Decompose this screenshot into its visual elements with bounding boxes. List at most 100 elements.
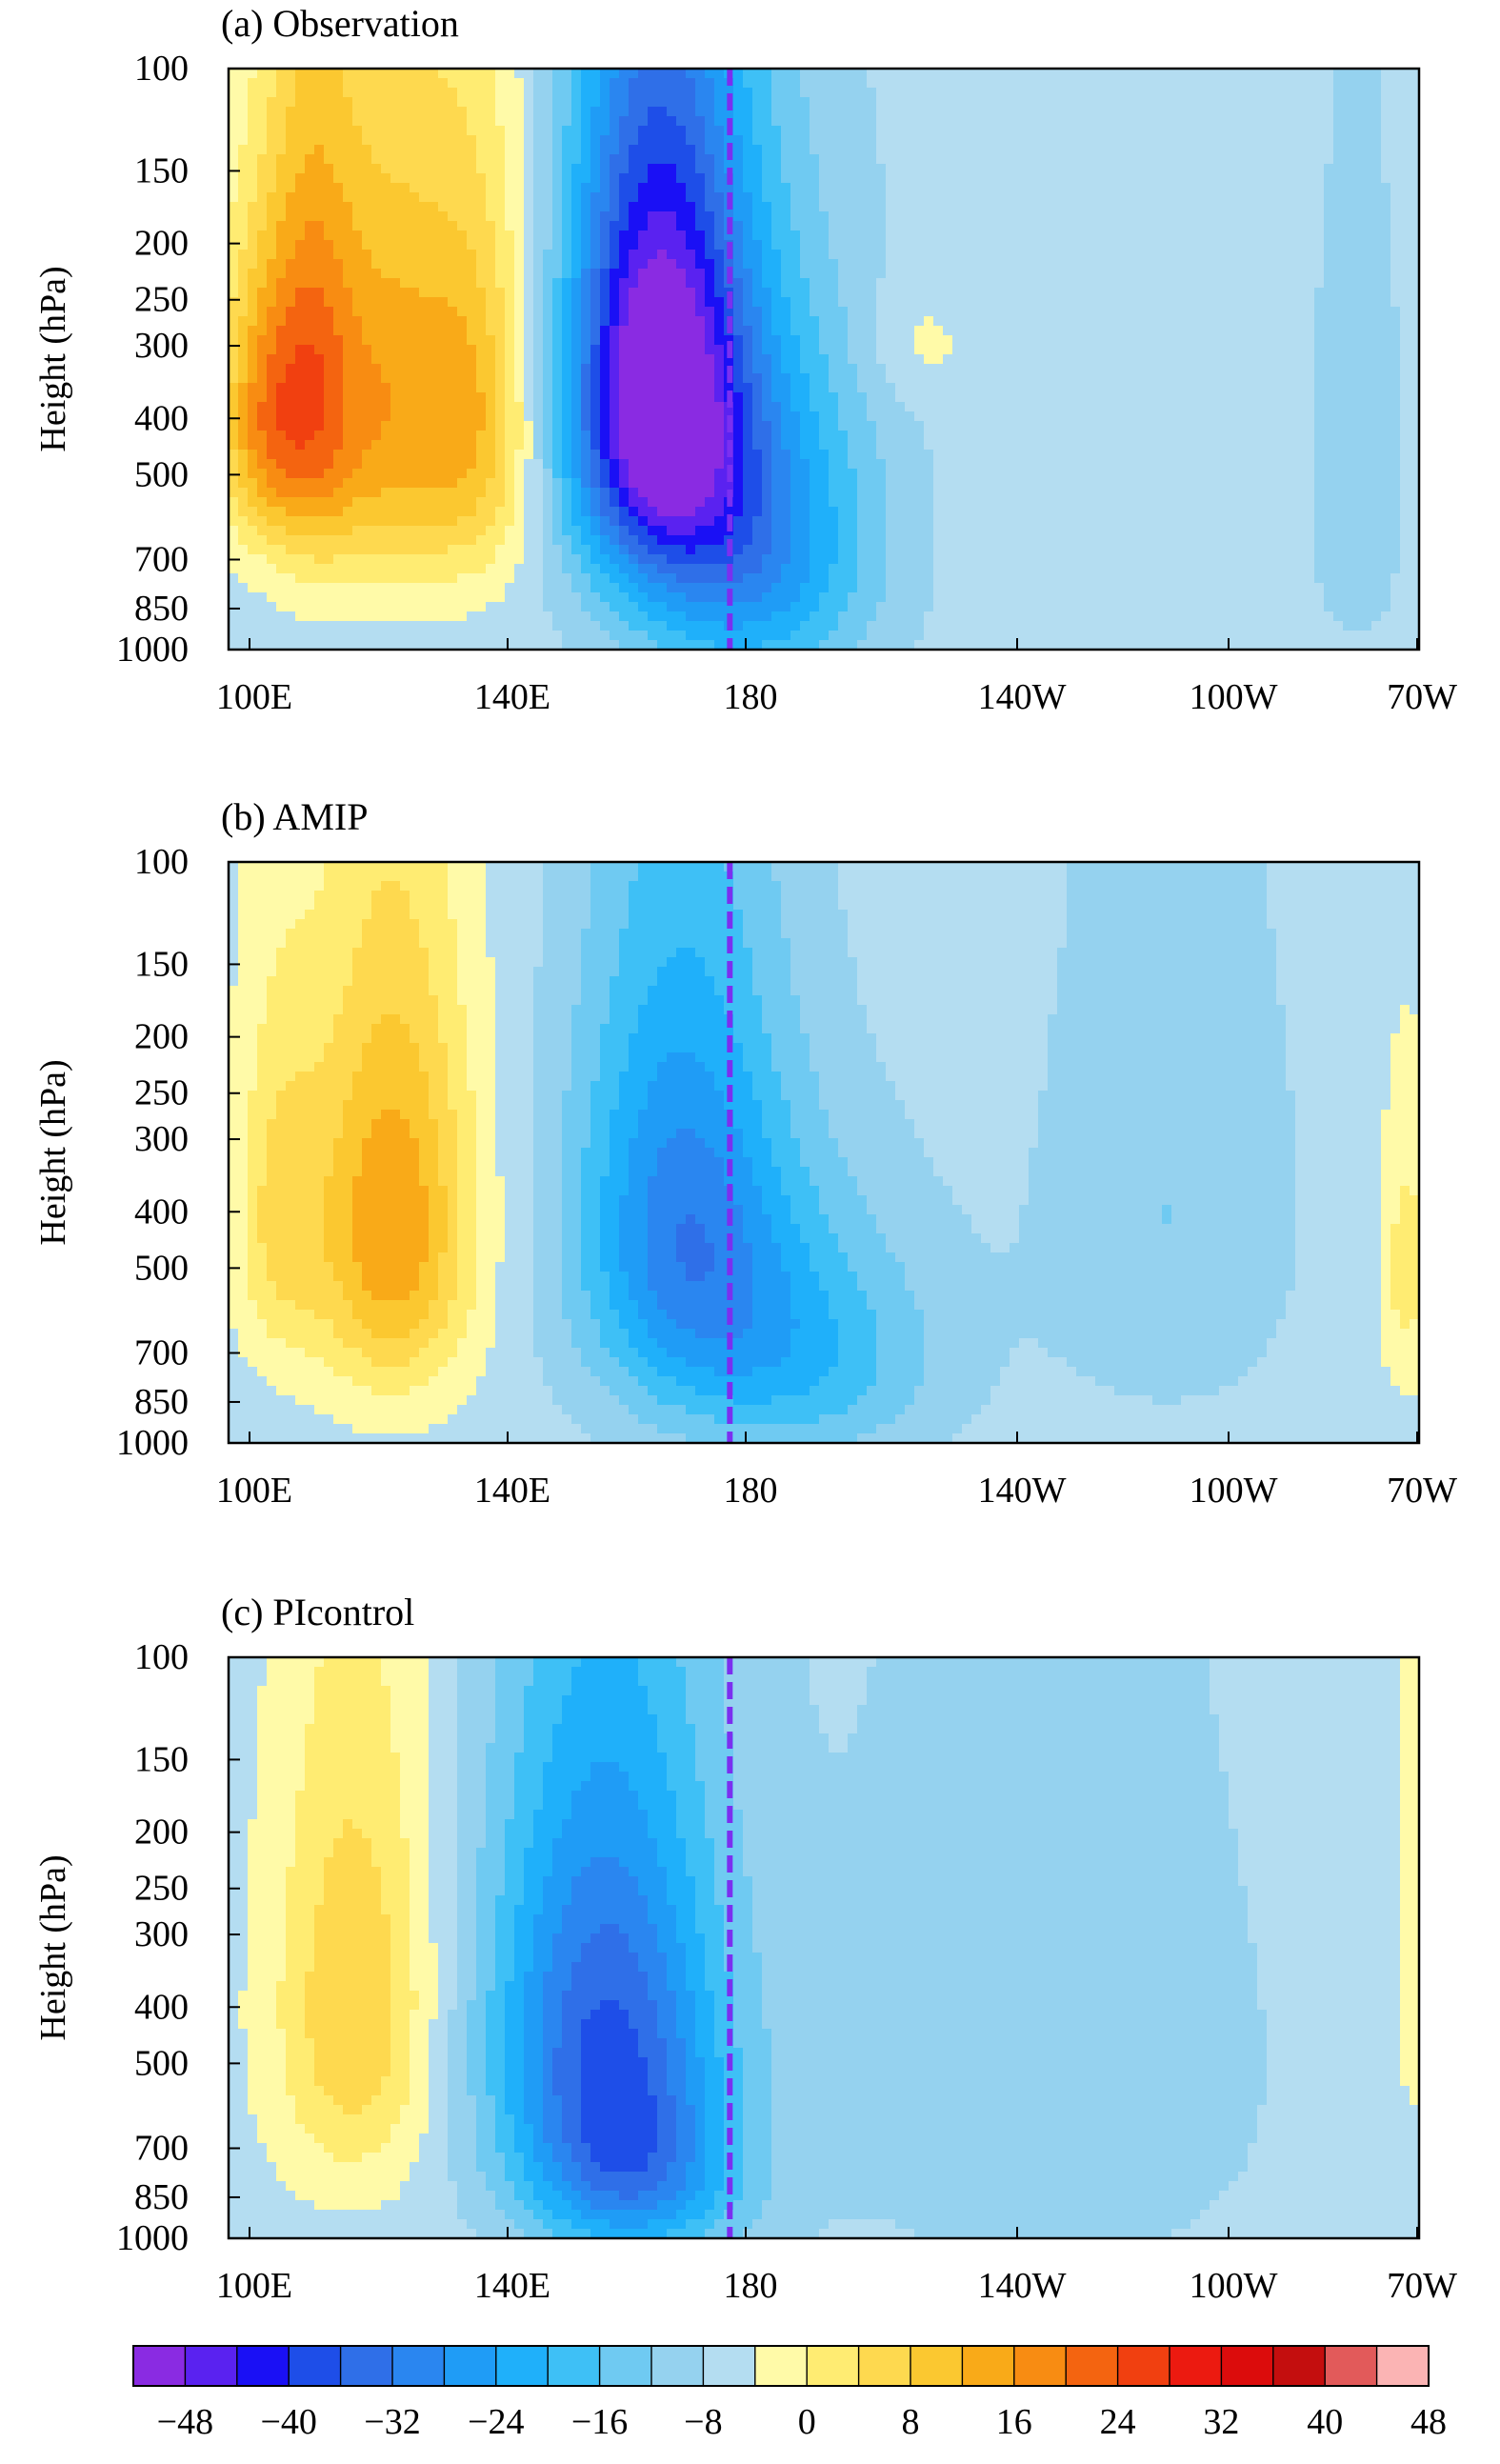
- field-cell: [705, 373, 715, 384]
- field-cell: [362, 373, 372, 384]
- field-cell: [1038, 383, 1049, 393]
- field-cell: [1162, 192, 1172, 203]
- field-cell: [343, 88, 353, 98]
- field-cell: [581, 107, 591, 117]
- field-cell: [248, 373, 258, 384]
- field-cell: [876, 288, 887, 298]
- field-cell: [267, 440, 277, 451]
- field-cell: [1276, 240, 1287, 250]
- field-cell: [1171, 411, 1182, 422]
- field-cell: [571, 240, 582, 250]
- field-cell: [381, 69, 391, 79]
- field-cell: [733, 383, 744, 393]
- field-cell: [714, 192, 725, 203]
- field-cell: [238, 259, 249, 270]
- field-cell: [1067, 307, 1077, 317]
- field-cell: [562, 345, 572, 355]
- field-cell: [448, 402, 458, 412]
- field-cell: [781, 345, 791, 355]
- field-cell: [476, 288, 487, 298]
- field-cell: [371, 269, 382, 279]
- field-cell: [1362, 288, 1372, 298]
- field-cell: [562, 135, 572, 146]
- field-cell: [829, 240, 839, 250]
- field-cell: [857, 278, 868, 289]
- field-cell: [1019, 211, 1030, 222]
- field-cell: [400, 411, 410, 422]
- field-cell: [733, 373, 744, 384]
- field-cell: [1371, 230, 1382, 241]
- field-cell: [1029, 164, 1039, 174]
- field-cell: [962, 107, 972, 117]
- field-cell: [543, 164, 553, 174]
- field-cell: [1114, 250, 1125, 260]
- field-cell: [400, 126, 410, 136]
- field-cell: [1238, 88, 1249, 98]
- field-cell: [886, 107, 896, 117]
- field-cell: [781, 183, 791, 193]
- field-cell: [933, 183, 944, 193]
- field-cell: [905, 240, 915, 250]
- field-cell: [524, 211, 534, 222]
- field-cell: [505, 278, 515, 289]
- field-cell: [324, 97, 334, 108]
- field-cell: [324, 126, 334, 136]
- field-cell: [1305, 97, 1315, 108]
- field-cell: [1095, 173, 1106, 184]
- field-cell: [305, 97, 315, 108]
- field-cell: [257, 278, 268, 289]
- field-cell: [990, 288, 1001, 298]
- field-cell: [457, 78, 468, 89]
- field-cell: [1038, 230, 1049, 241]
- field-cell: [695, 345, 706, 355]
- field-cell: [457, 402, 468, 412]
- field-cell: [790, 383, 801, 393]
- field-cell: [1257, 97, 1268, 108]
- field-cell: [410, 126, 420, 136]
- field-cell: [962, 421, 972, 431]
- field-cell: [1038, 269, 1049, 279]
- field-cell: [1095, 383, 1106, 393]
- field-cell: [505, 421, 515, 431]
- field-cell: [476, 392, 487, 403]
- field-cell: [1257, 402, 1268, 412]
- field-cell: [257, 364, 268, 374]
- field-cell: [905, 402, 915, 412]
- field-cell: [381, 240, 391, 250]
- field-cell: [1229, 421, 1239, 431]
- field-cell: [981, 421, 991, 431]
- field-cell: [1095, 345, 1106, 355]
- field-cell: [1133, 78, 1144, 89]
- field-cell: [619, 373, 630, 384]
- field-cell: [752, 278, 763, 289]
- field-cell: [1381, 345, 1391, 355]
- field-cell: [1105, 202, 1115, 212]
- field-cell: [1076, 126, 1087, 136]
- field-cell: [781, 440, 791, 451]
- field-cell: [248, 211, 258, 222]
- field-cell: [1257, 335, 1268, 346]
- field-cell: [552, 383, 563, 393]
- field-cell: [1381, 211, 1391, 222]
- field-cell: [276, 373, 287, 384]
- field-cell: [495, 145, 506, 155]
- field-cell: [1305, 383, 1315, 393]
- field-cell: [1019, 230, 1030, 241]
- field-cell: [1095, 421, 1106, 431]
- field-cell: [848, 354, 858, 365]
- field-cell: [1295, 154, 1306, 165]
- field-cell: [495, 154, 506, 165]
- field-cell: [962, 116, 972, 127]
- field-cell: [257, 307, 268, 317]
- field-cell: [705, 297, 715, 308]
- field-cell: [1324, 392, 1334, 403]
- field-cell: [524, 164, 534, 174]
- field-cell: [752, 192, 763, 203]
- field-cell: [676, 221, 687, 231]
- field-cell: [905, 288, 915, 298]
- field-cell: [1171, 250, 1182, 260]
- field-cell: [629, 183, 639, 193]
- field-cell: [924, 135, 934, 146]
- field-cell: [867, 326, 877, 336]
- field-cell: [1295, 107, 1306, 117]
